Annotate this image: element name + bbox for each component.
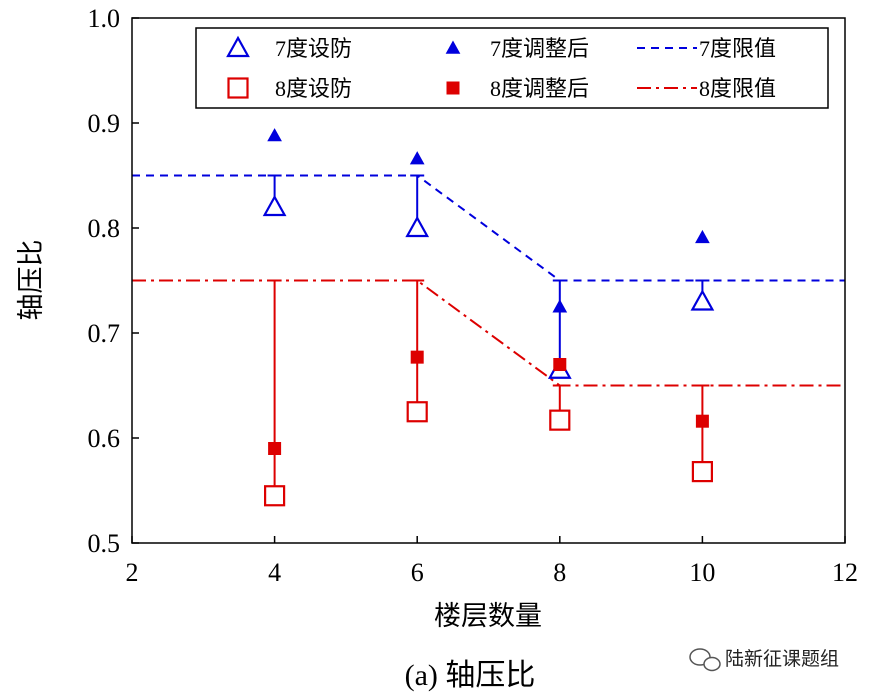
axes: 2 4 6 8 10 12 0.5 0.6 0.7 0.8 0.9 1.0 <box>88 4 859 587</box>
series-4-point-0 <box>268 442 282 455</box>
limit-line-5 <box>132 279 845 387</box>
series-4-point-3 <box>695 414 709 428</box>
x-tick-label-3: 8 <box>553 558 566 587</box>
x-tick-label-5: 12 <box>832 558 858 587</box>
y-tick-label-3: 0.8 <box>88 214 121 243</box>
legend: 7度设防 7度调整后 7度限值 8度设防 8度调整后 8度限值 <box>195 27 829 109</box>
x-tick-label-0: 2 <box>126 558 139 587</box>
legend-marker-1 <box>445 40 461 54</box>
y-tick-label-2: 0.7 <box>88 319 121 348</box>
legend-label-3: 8度设防 <box>275 76 352 101</box>
series-1-point-0 <box>267 128 282 142</box>
legend-marker-0 <box>226 35 250 58</box>
series-3-point-1 <box>406 401 428 423</box>
series-1-point-1 <box>409 151 425 165</box>
plot-frame <box>131 17 846 544</box>
legend-label-1: 7度调整后 <box>490 36 589 61</box>
watermark: 陆新征课题组 <box>689 648 839 672</box>
series-3-point-2 <box>549 409 571 431</box>
y-tick-label-4: 0.9 <box>88 109 121 138</box>
series-0-point-1 <box>405 215 430 238</box>
series-0-point-3 <box>690 289 715 311</box>
series-3-point-3 <box>691 461 714 483</box>
data-markers <box>262 128 715 507</box>
series-1-point-3 <box>695 229 710 244</box>
legend-marker-3 <box>227 77 249 99</box>
y-axis-title: 轴压比 <box>16 240 47 321</box>
series-1-point-2 <box>552 299 568 313</box>
legend-label-5: 8度限值 <box>699 76 776 101</box>
x-tick-label-2: 6 <box>411 558 424 587</box>
legend-label-4: 8度调整后 <box>490 76 589 101</box>
limit-line-2 <box>132 174 845 282</box>
figure-caption: (a) 轴压比 <box>405 659 536 692</box>
x-axis-title: 楼层数量 <box>434 601 542 632</box>
legend-box <box>195 27 829 109</box>
watermark-text: 陆新征课题组 <box>725 648 839 670</box>
error-bars <box>267 174 710 496</box>
series-3-point-0 <box>264 485 286 507</box>
x-tick-label-1: 4 <box>268 558 281 587</box>
x-tick-label-4: 10 <box>689 558 715 587</box>
legend-label-0: 7度设防 <box>275 36 352 61</box>
y-tick-label-5: 1.0 <box>88 4 121 33</box>
legend-marker-4 <box>446 81 460 95</box>
wechat-icon <box>689 648 721 672</box>
legend-label-2: 7度限值 <box>699 36 776 61</box>
y-tick-label-1: 0.6 <box>88 424 121 453</box>
limit-lines <box>132 174 845 387</box>
series-4-point-1 <box>410 350 424 364</box>
series-4-point-2 <box>553 358 567 371</box>
series-0-point-0 <box>262 194 287 217</box>
y-tick-label-0: 0.5 <box>88 529 121 558</box>
